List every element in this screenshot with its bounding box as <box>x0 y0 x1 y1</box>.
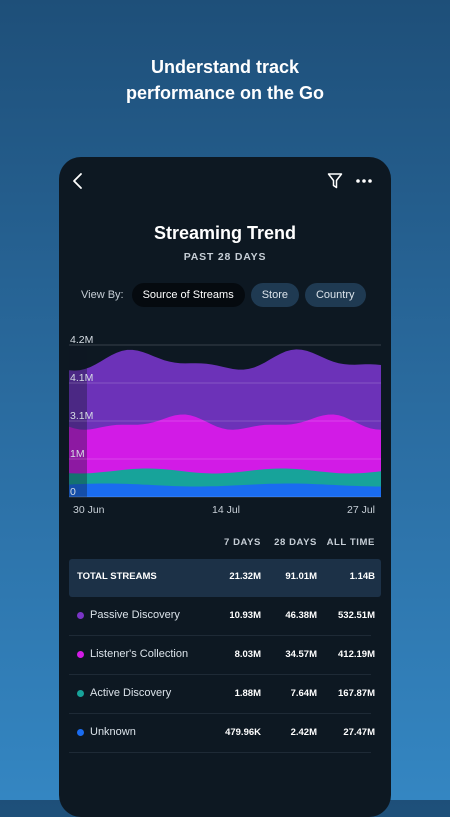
row-7-days: 479.96K <box>225 727 261 738</box>
total-streams-row: TOTAL STREAMS 21.32M 91.01M 1.14B <box>69 559 381 597</box>
view-by-label: View By: <box>81 289 124 301</box>
chip-source-of-streams[interactable]: Source of Streams <box>131 283 245 307</box>
table-row: Active Discovery 1.88M 7.64M 167.87M <box>69 675 375 714</box>
chip-store[interactable]: Store <box>250 283 299 307</box>
view-by-selector: View By: Source of Streams Store Country <box>81 283 366 307</box>
headline-line-2: performance on the Go <box>125 83 325 103</box>
total-all-time: 1.14B <box>349 571 375 582</box>
filter-icon[interactable] <box>327 172 343 195</box>
column-header-7-days: 7 DAYS <box>223 537 261 548</box>
page-title: Streaming Trend <box>153 223 297 243</box>
column-header-28-days: 28 DAYS <box>274 537 317 548</box>
chart-edge-fade <box>69 343 87 497</box>
headline: Understand track performance on the Go <box>0 54 450 106</box>
row-all-time: 412.19M <box>338 649 375 660</box>
row-label: Unknown <box>90 726 136 738</box>
row-7-days: 8.03M <box>234 649 261 660</box>
row-28-days: 34.57M <box>285 649 317 660</box>
row-28-days: 46.38M <box>285 610 317 621</box>
row-all-time: 167.87M <box>338 688 375 699</box>
total-7-days: 21.32M <box>229 571 261 582</box>
x-tick-label: 30 Jun <box>73 504 105 516</box>
row-label: Passive Discovery <box>90 609 180 621</box>
y-tick-label: 0 <box>70 486 76 498</box>
row-7-days: 10.93M <box>229 610 261 621</box>
legend-dot <box>77 651 84 658</box>
total-28-days: 91.01M <box>285 571 317 582</box>
y-tick-label: 4.2M <box>70 334 93 346</box>
back-icon[interactable] <box>71 171 85 196</box>
streams-table: 7 DAYS 28 DAYS ALL TIME TOTAL STREAMS 21… <box>69 533 381 753</box>
y-tick-label: 1M <box>70 448 85 460</box>
row-label: Active Discovery <box>90 687 172 699</box>
table-row: Passive Discovery 10.93M 46.38M 532.51M <box>69 597 375 636</box>
legend-dot <box>77 729 84 736</box>
row-7-days: 1.88M <box>234 688 261 699</box>
x-tick-label: 27 Jul <box>347 504 376 516</box>
area-series-unknown <box>69 483 381 497</box>
streaming-trend-chart: 4.2M 4.1M 3.1M 1M 0 <box>69 334 381 498</box>
table-row: Unknown 479.96K 2.42M 27.47M <box>69 714 375 753</box>
chip-country[interactable]: Country <box>304 283 366 307</box>
top-bar <box>59 171 391 193</box>
y-tick-label: 3.1M <box>70 410 93 422</box>
more-options-icon[interactable] <box>355 172 373 195</box>
row-all-time: 27.47M <box>343 727 375 738</box>
row-28-days: 2.42M <box>290 727 317 738</box>
column-header-all-time: ALL TIME <box>326 537 375 548</box>
headline-line-1: Understand track <box>150 57 300 77</box>
table-row: Listener's Collection 8.03M 34.57M 412.19M <box>69 636 375 675</box>
y-tick-label: 4.1M <box>70 372 93 384</box>
legend-dot <box>77 690 84 697</box>
row-all-time: 532.51M <box>338 610 375 621</box>
row-28-days: 7.64M <box>290 688 317 699</box>
x-axis: 30 Jun 14 Jul 27 Jul <box>59 504 391 518</box>
total-streams-label: TOTAL STREAMS <box>77 571 157 582</box>
page-subtitle: PAST 28 DAYS <box>183 251 267 263</box>
phone-screen: Streaming Trend PAST 28 DAYS View By: So… <box>59 157 391 817</box>
legend-dot <box>77 612 84 619</box>
table-header: 7 DAYS 28 DAYS ALL TIME <box>69 533 381 557</box>
x-tick-label: 14 Jul <box>212 504 241 516</box>
row-label: Listener's Collection <box>90 648 189 660</box>
